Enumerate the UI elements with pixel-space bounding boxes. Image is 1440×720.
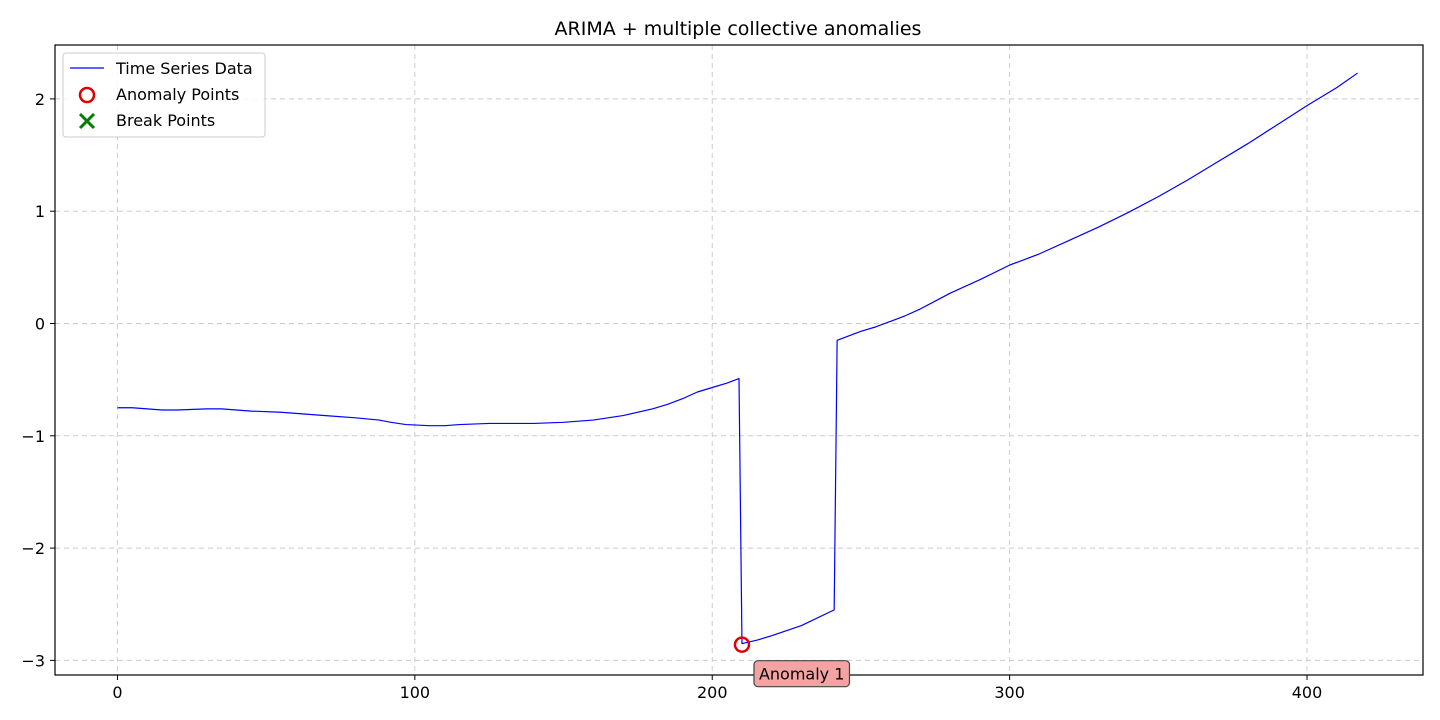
y-tick-label: −1 (21, 427, 45, 446)
legend-label-anomaly: Anomaly Points (116, 85, 239, 104)
legend: Time Series Data Anomaly Points Break Po… (62, 52, 266, 138)
anomaly-point (733, 636, 751, 653)
x-tick-label: 400 (1292, 683, 1323, 702)
x-tick-label: 200 (697, 683, 728, 702)
y-tick-label: 0 (35, 315, 45, 334)
y-tick-label: 2 (35, 90, 45, 109)
annotation-layer: Anomaly 1 (753, 660, 851, 688)
legend-label-break: Break Points (116, 111, 215, 130)
legend-anomaly-swatch (78, 86, 96, 104)
annotation: Anomaly 1 (753, 660, 851, 688)
axis-ticks: 0 100 200 300 400 −3 −2 −1 0 1 2 (21, 90, 1322, 702)
grid (55, 45, 1423, 675)
x-tick-label: 0 (112, 683, 122, 702)
plot-frame (54, 44, 1424, 676)
annotation-box (753, 660, 851, 688)
annotation-label: Anomaly 1 (759, 665, 844, 684)
x-tick-label: 100 (400, 683, 431, 702)
y-tick-label: −3 (21, 651, 45, 670)
legend-break-swatch (78, 112, 96, 130)
chart-title: ARIMA + multiple collective anomalies (555, 18, 922, 40)
y-tick-label: 1 (35, 202, 45, 221)
x-tick-label: 300 (994, 683, 1025, 702)
series-layer (117, 72, 1358, 645)
legend-label-time-series: Time Series Data (115, 59, 253, 78)
legend-box (62, 52, 266, 138)
series-line-time-series (117, 72, 1358, 645)
anomaly-layer (733, 636, 751, 653)
y-tick-label: −2 (21, 539, 45, 558)
